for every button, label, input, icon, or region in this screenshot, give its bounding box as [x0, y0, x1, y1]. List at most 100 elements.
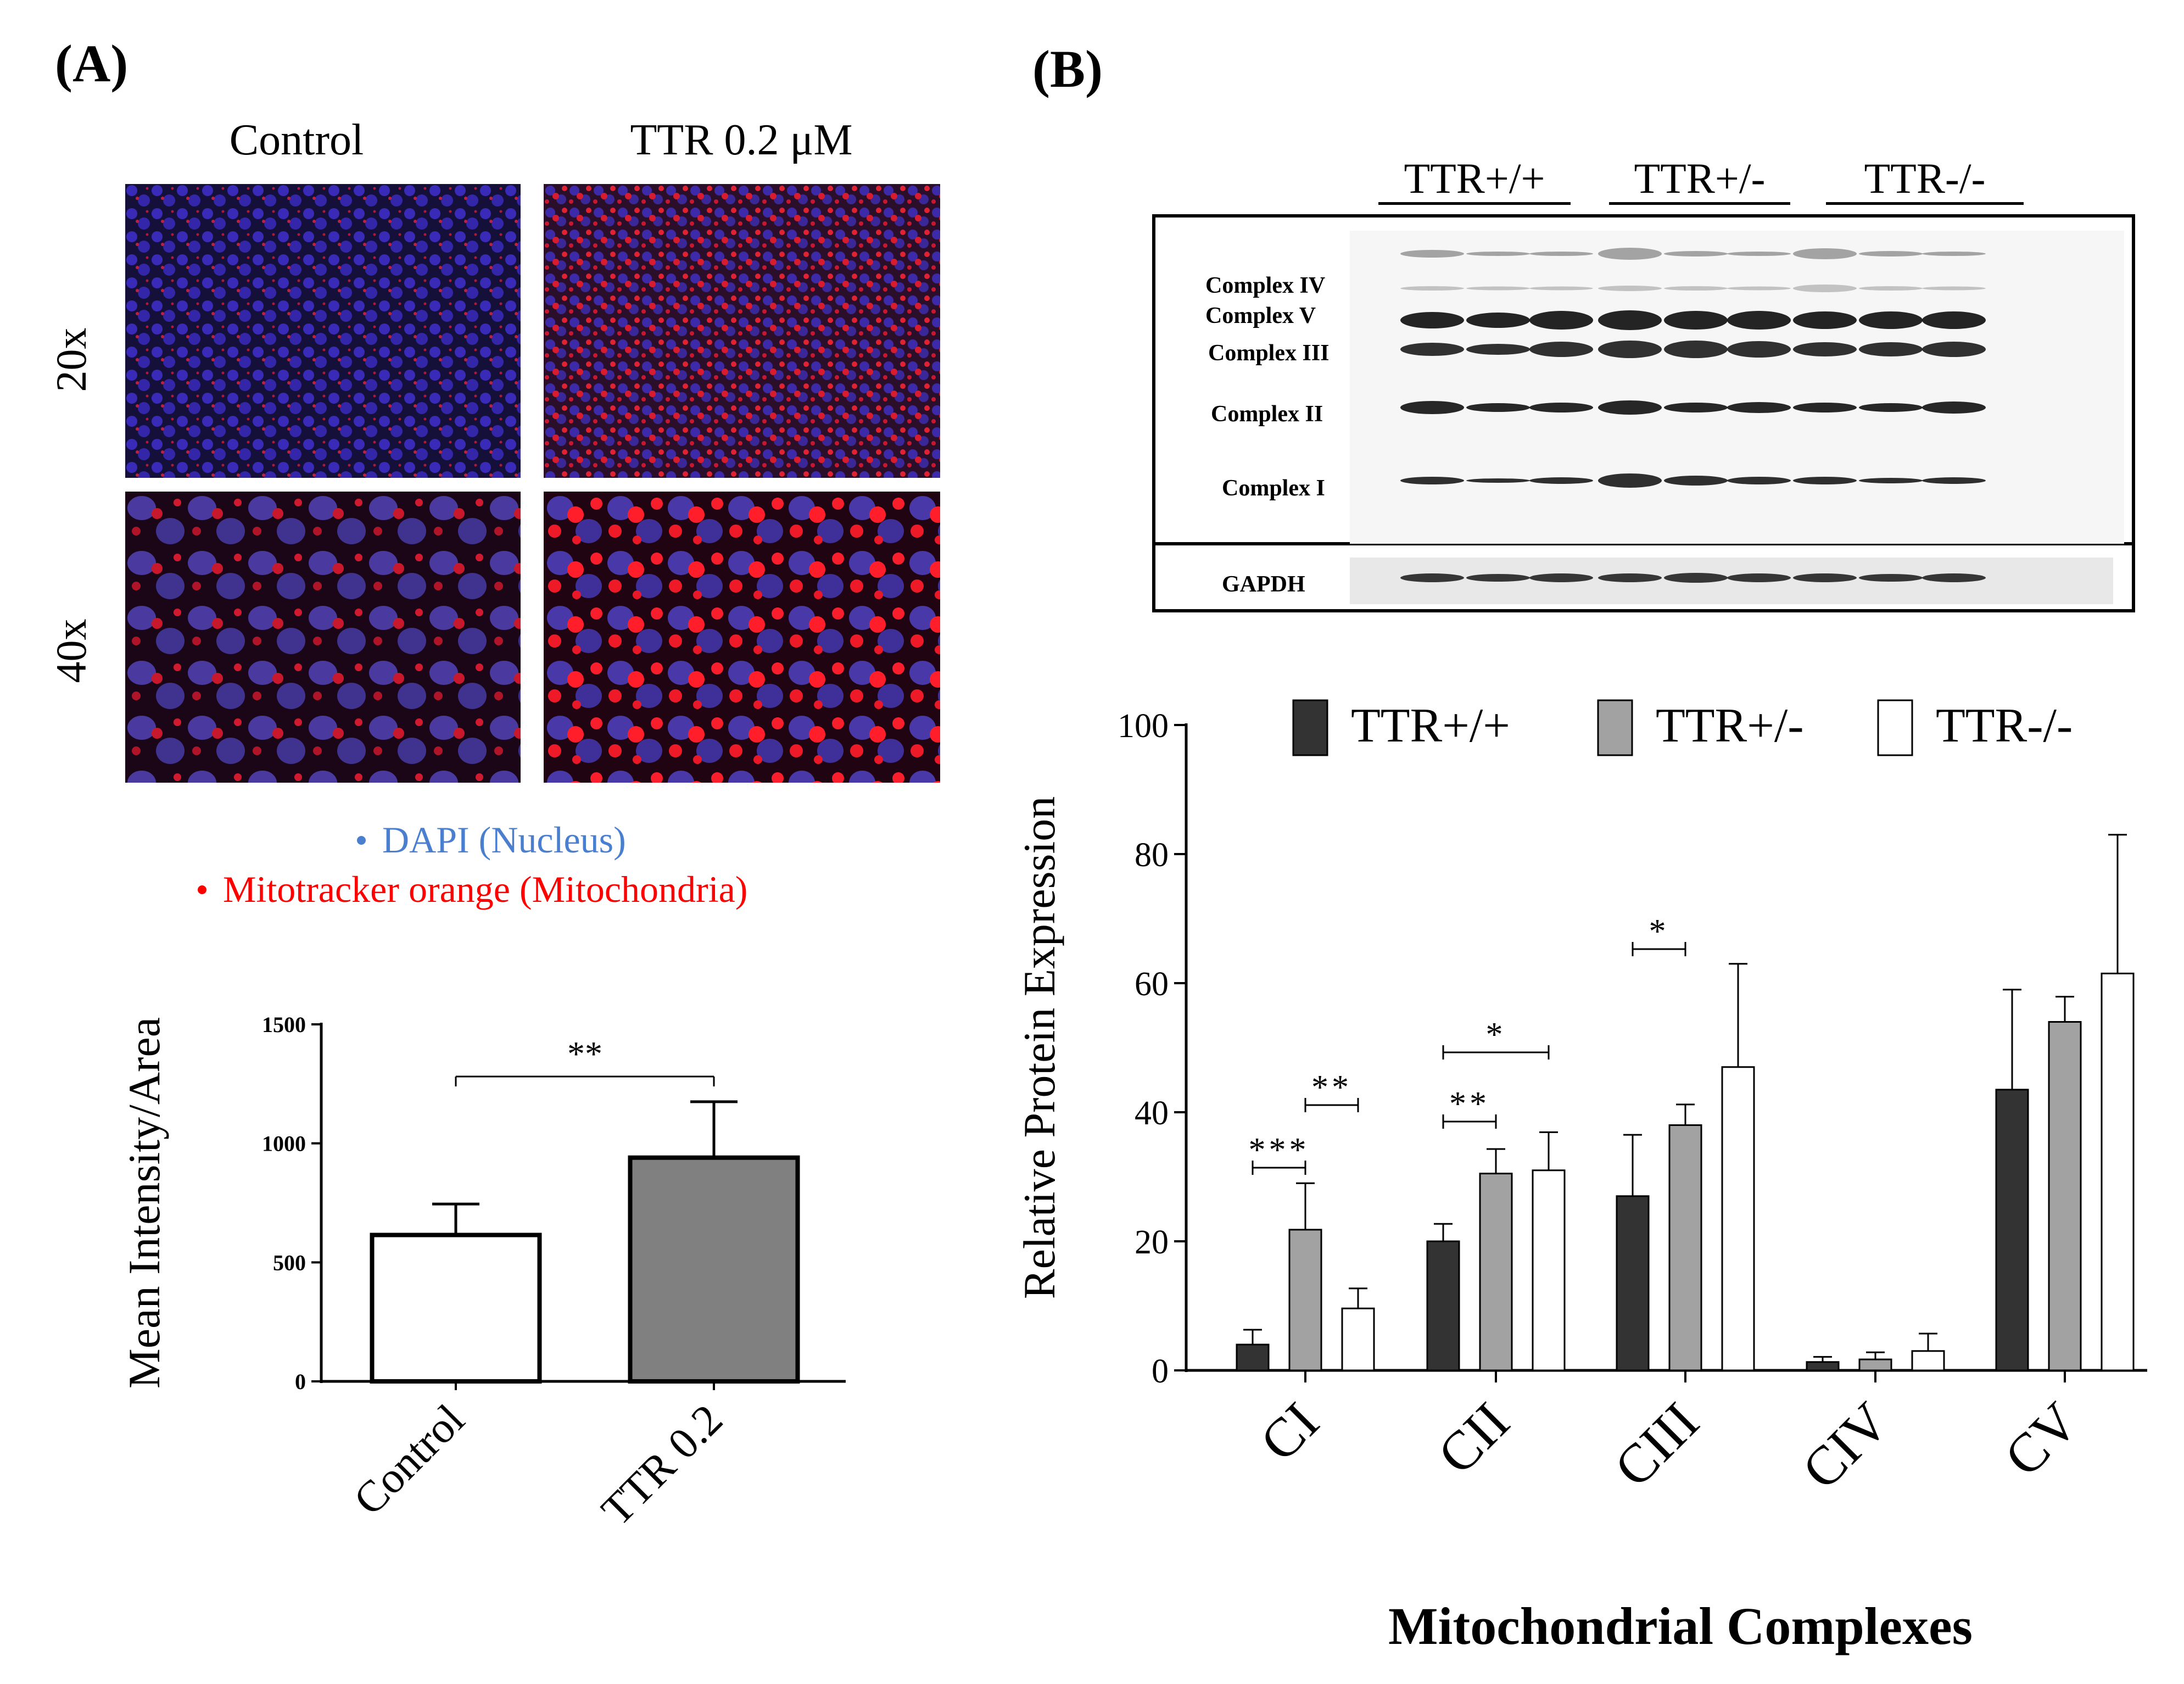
row-label-20x: 20x: [47, 327, 95, 392]
chart-b-legend-swatch: [1597, 699, 1633, 756]
chart-b-bar: [1288, 1229, 1322, 1371]
chart-b-bar: [1236, 1343, 1270, 1371]
blot-band: [1529, 252, 1593, 256]
chart-b: 0 20 40 60 80 100 Relative Protein Expression C…: [1014, 699, 2147, 1501]
blot-band: [1400, 286, 1464, 291]
blot-band: [1859, 342, 1923, 356]
chart-b-legend-label: TTR-/-: [1936, 699, 2073, 752]
blot-group-wt-underline: [1378, 202, 1571, 205]
blot-band: [1727, 573, 1791, 582]
blot-band: [1793, 403, 1857, 412]
blot-band: [1529, 403, 1593, 412]
blot-band: [1793, 285, 1857, 292]
chart-b-sig-label: **: [1449, 1085, 1490, 1123]
blot-band: [1664, 403, 1728, 412]
micrograph-control-20x: [125, 184, 521, 478]
blot-band: [1529, 342, 1593, 357]
blot-band: [1466, 252, 1530, 256]
blot-band: [1793, 573, 1857, 582]
chart-b-ytick-label: 60: [1135, 966, 1169, 1003]
chart-b-bar: [1479, 1173, 1513, 1371]
blot-band: [1859, 478, 1923, 483]
chart-b-legend-label: TTR+/+: [1351, 699, 1510, 752]
chart-b-bar: [1721, 1066, 1755, 1371]
blot-band: [1664, 286, 1728, 291]
blot-band: [1793, 248, 1857, 259]
blot-band: [1664, 573, 1728, 583]
blot-band: [1727, 252, 1791, 256]
blot-band: [1466, 286, 1530, 291]
blot-band: [1922, 477, 1986, 484]
chart-b-sig-label: **: [1311, 1069, 1352, 1106]
blot-band: [1922, 342, 1986, 357]
chart-a-xtick-label: Control: [345, 1396, 474, 1525]
blot-band: [1859, 574, 1923, 582]
blot-band: [1859, 251, 1923, 256]
blot-band: [1598, 248, 1662, 260]
chart-b-bar: [1911, 1350, 1945, 1371]
chart-b-bar: [2101, 972, 2135, 1371]
chart-b-sig-label: ***: [1249, 1131, 1310, 1169]
blot-band: [1727, 477, 1791, 484]
blot-band: [1664, 476, 1728, 486]
chart-a-ytick-label: 0: [295, 1369, 306, 1394]
micrograph-ttr-20x: [544, 184, 940, 478]
blot-band: [1466, 478, 1530, 483]
chart-b-bar: [1341, 1307, 1375, 1371]
band-label-gapdh: GAPDH: [1222, 572, 1305, 597]
blot-band: [1859, 286, 1923, 291]
blot-band: [1664, 251, 1728, 256]
blot-band: [1664, 341, 1728, 358]
blot-group-wt: TTR+/+: [1404, 154, 1545, 202]
blot-group-het: TTR+/-: [1634, 154, 1766, 202]
micrograph-ttr-40x: [544, 492, 940, 783]
chart-a-ylabel: Mean Intensity/Area: [119, 1017, 169, 1389]
chart-b-xtick-label: CI: [1248, 1391, 1330, 1473]
mitotracker-bullet-icon: [198, 885, 206, 894]
chart-b-xtick-label: CIV: [1790, 1391, 1900, 1501]
chart-b-bar: [1668, 1124, 1702, 1371]
row-label-40x: 40x: [47, 618, 95, 683]
chart-b-bar: [1995, 1089, 2029, 1371]
blot-band: [1466, 574, 1530, 582]
band-label-complex-v: Complex V: [1205, 303, 1316, 328]
chart-b-xtick-label: CII: [1426, 1391, 1521, 1486]
chart-b-ytick-label: 100: [1118, 707, 1169, 745]
legend-dapi-text: DAPI (Nucleus): [382, 819, 626, 861]
western-blot: [1152, 214, 2135, 612]
blot-band: [1400, 573, 1464, 582]
blot-band: [1598, 573, 1662, 582]
blot-band: [1793, 477, 1857, 484]
chart-b-bar: [1426, 1240, 1460, 1371]
blot-band: [1859, 403, 1923, 412]
chart-b-ytick-label: 0: [1152, 1353, 1169, 1390]
blot-band: [1400, 250, 1464, 258]
blot-band: [1466, 313, 1530, 328]
chart-b-bar: [1532, 1169, 1566, 1371]
chart-b-legend-swatch: [1292, 699, 1328, 756]
blot-group-het-underline: [1609, 202, 1790, 205]
blot-band: [1529, 477, 1593, 484]
chart-b-xlabel: Mitochondrial Complexes: [1388, 1597, 1973, 1655]
blot-band: [1727, 402, 1791, 413]
blot-band: [1727, 311, 1791, 330]
chart-a-bar: [628, 1155, 800, 1384]
blot-band: [1466, 403, 1530, 412]
blot-band: [1529, 286, 1593, 291]
panel-a-label: (A): [55, 34, 129, 93]
chart-a-ytick-label: 1000: [262, 1131, 306, 1156]
blot-band: [1922, 311, 1986, 329]
blot-band: [1664, 311, 1728, 330]
chart-b-sig-label: *: [1649, 913, 1669, 950]
blot-band: [1793, 342, 1857, 356]
chart-a: 0 500 1000 1500 Mean Intensity/Area Control TT…: [119, 1012, 846, 1535]
blot-band: [1598, 341, 1662, 358]
blot-group-ko: TTR-/-: [1864, 154, 1986, 202]
blot-band: [1529, 311, 1593, 330]
band-label-complex-i: Complex I: [1222, 476, 1325, 501]
chart-b-ytick-label: 40: [1135, 1095, 1169, 1132]
chart-b-xtick-label: CV: [1993, 1391, 2090, 1488]
chart-b-xtick-label: CIII: [1602, 1391, 1710, 1498]
legend-dapi: DAPI (Nucleus): [357, 818, 626, 862]
band-label-complex-iv: Complex IV: [1205, 273, 1326, 298]
